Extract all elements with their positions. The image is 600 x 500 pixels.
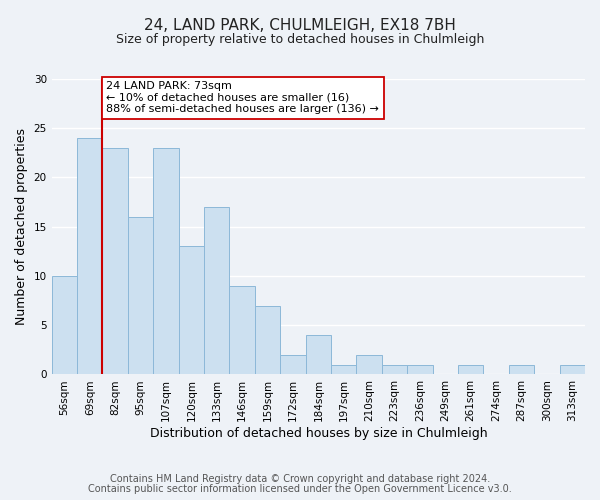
Bar	[153, 148, 179, 374]
Bar	[407, 364, 433, 374]
Text: 24 LAND PARK: 73sqm
← 10% of detached houses are smaller (16)
88% of semi-detach: 24 LAND PARK: 73sqm ← 10% of detached ho…	[106, 81, 379, 114]
Bar	[280, 355, 305, 374]
Text: Contains HM Land Registry data © Crown copyright and database right 2024.: Contains HM Land Registry data © Crown c…	[110, 474, 490, 484]
Bar	[229, 286, 255, 374]
Bar	[255, 306, 280, 374]
X-axis label: Distribution of detached houses by size in Chulmleigh: Distribution of detached houses by size …	[149, 427, 487, 440]
Bar	[179, 246, 204, 374]
Bar	[331, 364, 356, 374]
Bar	[128, 217, 153, 374]
Bar	[52, 276, 77, 374]
Text: Contains public sector information licensed under the Open Government Licence v3: Contains public sector information licen…	[88, 484, 512, 494]
Bar	[204, 207, 229, 374]
Text: Size of property relative to detached houses in Chulmleigh: Size of property relative to detached ho…	[116, 32, 484, 46]
Bar	[560, 364, 585, 374]
Bar	[458, 364, 484, 374]
Bar	[305, 335, 331, 374]
Y-axis label: Number of detached properties: Number of detached properties	[15, 128, 28, 325]
Bar	[77, 138, 103, 374]
Bar	[382, 364, 407, 374]
Text: 24, LAND PARK, CHULMLEIGH, EX18 7BH: 24, LAND PARK, CHULMLEIGH, EX18 7BH	[144, 18, 456, 32]
Bar	[103, 148, 128, 374]
Bar	[509, 364, 534, 374]
Bar	[356, 355, 382, 374]
